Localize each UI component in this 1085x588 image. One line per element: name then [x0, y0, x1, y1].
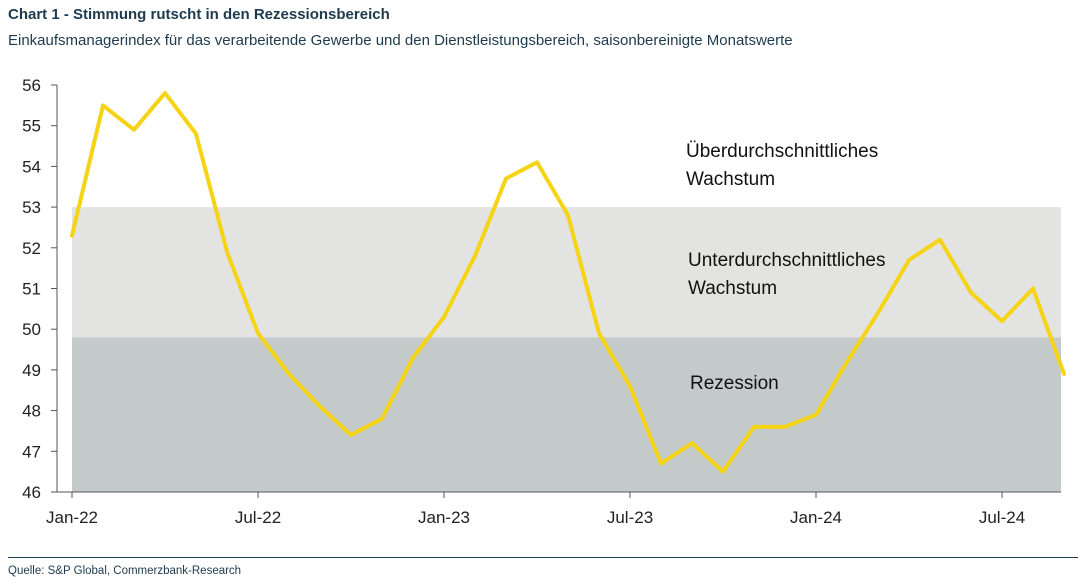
y-tick-label-51: 51 — [22, 280, 41, 299]
label-above-average-growth: Überdurchschnittliches Wachstum — [686, 141, 878, 190]
band-recession — [72, 337, 1061, 492]
y-tick-label-49: 49 — [22, 361, 41, 380]
pmi-series-line — [70, 91, 1066, 474]
chart-title: Chart 1 - Stimmung rutscht in den Rezess… — [8, 6, 390, 23]
y-tick-label-56: 56 — [22, 76, 41, 95]
chart-subtitle: Einkaufsmanagerindex für das verarbeiten… — [8, 32, 793, 49]
x-tick-label-jan-23: Jan-23 — [418, 508, 470, 527]
x-tick-label-jul-24: Jul-24 — [979, 508, 1025, 527]
y-tick-label-47: 47 — [22, 442, 41, 461]
label-recession: Rezession — [690, 373, 779, 394]
y-tick-label-48: 48 — [22, 402, 41, 421]
x-tick-label-jan-22: Jan-22 — [46, 508, 98, 527]
y-tick-label-52: 52 — [22, 239, 41, 258]
label-below-average-growth: Unterdurchschnittliches Wachstum — [688, 250, 885, 299]
x-tick-label-jul-22: Jul-22 — [235, 508, 281, 527]
x-tick-label-jul-23: Jul-23 — [607, 508, 653, 527]
footer-divider — [8, 557, 1078, 558]
y-tick-label-54: 54 — [22, 157, 41, 176]
source-note: Quelle: S&P Global, Commerzbank-Research — [8, 565, 242, 577]
x-tick-label-jan-24: Jan-24 — [790, 508, 842, 527]
line-chart: 46 47 48 49 50 51 52 53 54 55 56 Jan-22 Jul-22 Jan-23… — [22, 76, 1066, 527]
y-tick-label-50: 50 — [22, 320, 41, 339]
y-tick-label-55: 55 — [22, 117, 41, 136]
y-tick-label-53: 53 — [22, 198, 41, 217]
y-tick-label-46: 46 — [22, 483, 41, 502]
